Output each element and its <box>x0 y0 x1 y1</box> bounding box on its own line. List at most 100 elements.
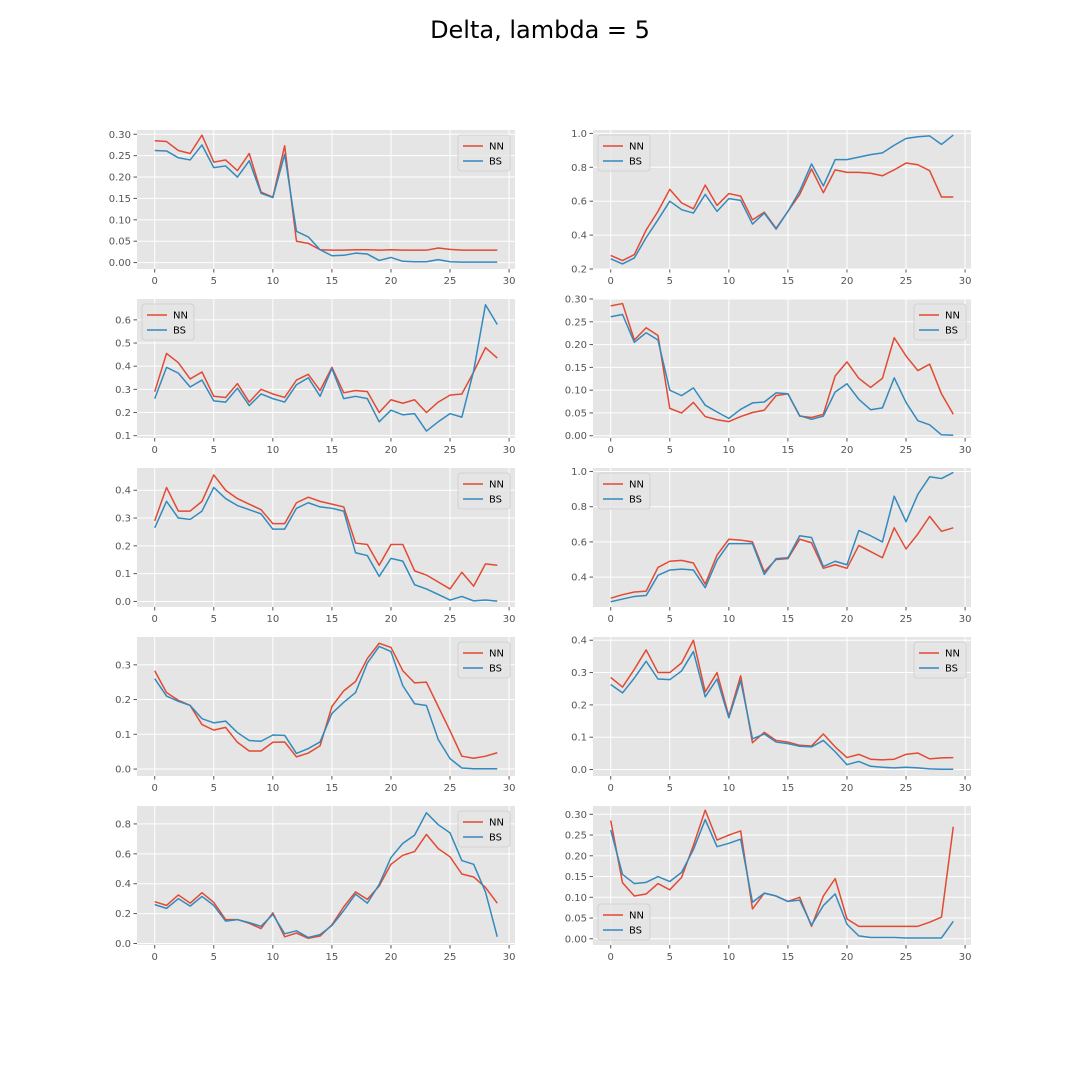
x-tick-label: 0 <box>152 952 158 963</box>
y-tick-label: 0.00 <box>109 258 131 269</box>
subplot-3: 0 5 10 15 20 25 30 0.1 0.2 0.3 0.4 0.5 0.6 NN BS <box>115 299 515 456</box>
x-tick-label: 20 <box>385 952 398 963</box>
y-tick-label: 0.20 <box>109 173 131 184</box>
y-tick-label: 0.2 <box>115 541 131 552</box>
series-line-bs <box>154 645 498 770</box>
x-tick-label: 10 <box>722 952 735 963</box>
y-tick-label: 0.1 <box>115 730 131 741</box>
series-line-bs <box>154 304 498 432</box>
x-tick-label: 0 <box>152 276 158 287</box>
x-tick-label: 15 <box>782 445 795 456</box>
y-tick-label: 0.20 <box>565 851 587 862</box>
x-tick-label: 0 <box>608 783 614 794</box>
x-tick-label: 25 <box>444 783 457 794</box>
y-tick-label: 0.25 <box>109 151 131 162</box>
legend: NN BS <box>141 303 195 341</box>
legend-box <box>457 134 511 172</box>
y-tick-label: 0.25 <box>565 831 587 842</box>
y-tick-label: 0.2 <box>571 700 587 711</box>
x-tick-label: 25 <box>900 445 913 456</box>
series-line-nn <box>154 474 498 590</box>
x-tick-label: 25 <box>900 952 913 963</box>
x-tick-label: 30 <box>503 445 516 456</box>
x-tick-label: 15 <box>326 276 339 287</box>
legend-label-bs: BS <box>489 157 502 168</box>
plot-background <box>137 637 515 776</box>
x-tick-label: 20 <box>841 952 854 963</box>
legend-label-nn: NN <box>629 911 644 922</box>
series-line-bs <box>154 144 498 263</box>
y-tick-label: 0.1 <box>115 569 131 580</box>
series-line-nn <box>154 346 498 414</box>
series-line-nn <box>610 302 954 423</box>
legend: NN BS <box>457 472 511 510</box>
x-tick-label: 30 <box>959 276 972 287</box>
x-tick-label: 15 <box>326 614 339 625</box>
x-tick-label: 10 <box>266 614 279 625</box>
series-line-bs <box>154 486 498 602</box>
y-tick-label: 0.3 <box>571 668 587 679</box>
x-tick-label: 10 <box>266 276 279 287</box>
legend-box <box>457 641 511 679</box>
x-tick-label: 10 <box>266 445 279 456</box>
x-tick-label: 5 <box>667 614 673 625</box>
x-tick-label: 20 <box>385 614 398 625</box>
plot-background <box>137 468 515 607</box>
series-line-nn <box>610 515 954 599</box>
y-tick-label: 0.6 <box>571 537 587 548</box>
x-tick-label: 5 <box>211 783 217 794</box>
y-tick-label: 0.0 <box>115 939 131 950</box>
y-tick-label: 0.2 <box>115 695 131 706</box>
x-tick-label: 25 <box>444 276 457 287</box>
subplot-10: 0 5 10 15 20 25 30 0.00 0.05 0.10 0.15 0.20 0.25 0.30… <box>565 806 971 963</box>
x-tick-label: 10 <box>722 445 735 456</box>
x-tick-label: 20 <box>841 276 854 287</box>
y-tick-label: 0.30 <box>109 130 131 141</box>
y-tick-label: 0.6 <box>115 315 131 326</box>
y-tick-label: 0.00 <box>565 934 587 945</box>
legend-label-bs: BS <box>629 926 642 937</box>
series-line-bs <box>154 811 499 939</box>
legend-box <box>457 810 511 848</box>
x-tick-label: 5 <box>667 276 673 287</box>
legend-label-nn: NN <box>489 649 504 660</box>
legend: NN BS <box>913 303 967 341</box>
legend-box <box>141 303 195 341</box>
y-tick-label: 0.4 <box>115 879 131 890</box>
x-tick-label: 30 <box>959 614 972 625</box>
y-tick-label: 0.3 <box>115 385 131 396</box>
legend-label-bs: BS <box>173 326 186 337</box>
legend-label-bs: BS <box>945 326 958 337</box>
x-tick-label: 15 <box>782 614 795 625</box>
legend-label-bs: BS <box>489 833 502 844</box>
x-tick-label: 25 <box>444 445 457 456</box>
figure-title: Delta, lambda = 5 <box>430 16 650 44</box>
y-tick-label: 0.3 <box>115 514 131 525</box>
legend: NN BS <box>913 641 967 679</box>
y-tick-label: 0.3 <box>115 660 131 671</box>
legend-box <box>913 303 967 341</box>
x-tick-label: 20 <box>385 276 398 287</box>
subplot-5: 0 5 10 15 20 25 30 0.0 0.1 0.2 0.3 0.4 NN BS <box>115 468 515 625</box>
y-tick-label: 0.20 <box>565 340 587 351</box>
x-tick-label: 20 <box>385 445 398 456</box>
x-tick-label: 15 <box>326 952 339 963</box>
y-tick-label: 0.4 <box>571 636 587 647</box>
series-line-bs <box>610 313 954 437</box>
plot-background <box>593 130 971 269</box>
legend-box <box>597 903 651 941</box>
legend: NN BS <box>457 810 511 848</box>
legend-label-nn: NN <box>489 142 504 153</box>
y-tick-label: 0.5 <box>115 339 131 350</box>
series-line-bs <box>610 134 954 265</box>
x-tick-label: 0 <box>608 952 614 963</box>
y-tick-label: 0.1 <box>571 733 587 744</box>
legend: NN BS <box>597 472 651 510</box>
x-tick-label: 25 <box>900 614 913 625</box>
series-line-bs <box>610 471 954 603</box>
legend-label-nn: NN <box>945 311 960 322</box>
x-tick-label: 30 <box>959 445 972 456</box>
y-tick-label: 0.0 <box>115 597 131 608</box>
x-tick-label: 5 <box>211 614 217 625</box>
y-tick-label: 0.05 <box>565 408 587 419</box>
